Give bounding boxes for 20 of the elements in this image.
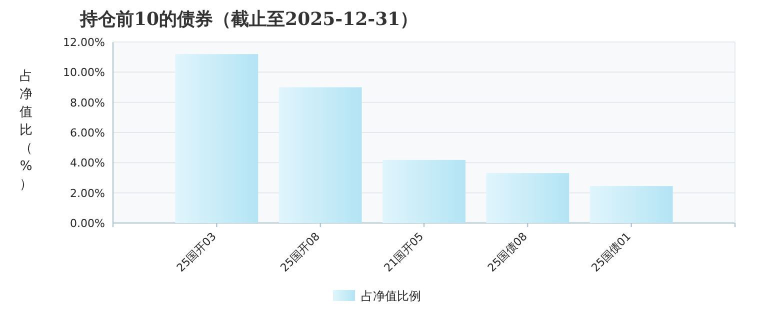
bar — [590, 186, 673, 223]
bar — [382, 160, 466, 223]
bar — [278, 87, 362, 223]
bar — [486, 173, 570, 223]
y-tick-label: 4.00% — [70, 156, 105, 170]
bar — [175, 54, 258, 223]
x-tick-label: 25国债01 — [588, 230, 634, 274]
ylabel: 占净值比（%） — [20, 69, 32, 192]
y-tick-label: 12.00% — [63, 36, 105, 49]
x-tick-label: 25国债08 — [485, 230, 530, 274]
x-tick-label: 25国开08 — [278, 230, 322, 274]
x-tick-label: 25国开03 — [174, 230, 219, 274]
y-tick-label: 6.00% — [70, 126, 105, 140]
y-tick-label: 10.00% — [63, 66, 105, 80]
y-tick-label: 8.00% — [70, 96, 105, 110]
y-tick-label: 2.00% — [70, 186, 105, 200]
x-tick-label: 21国开05 — [382, 230, 426, 274]
legend-label: 占净值比例 — [361, 289, 421, 303]
y-tick-label: 0.00% — [70, 217, 105, 230]
chart-title: 持仓前10的债券（截止至2025-12-31） — [79, 9, 418, 30]
